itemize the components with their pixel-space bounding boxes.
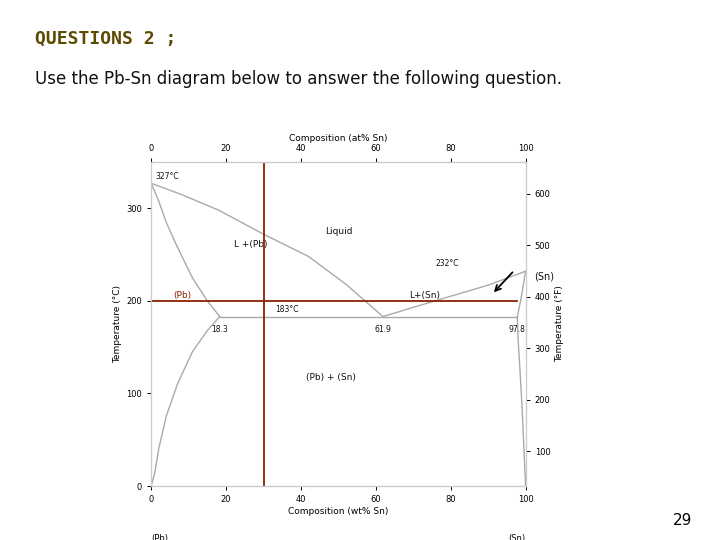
Text: (Sn): (Sn): [508, 534, 526, 540]
Text: Liquid: Liquid: [325, 227, 352, 236]
X-axis label: Composition (at% Sn): Composition (at% Sn): [289, 134, 387, 143]
Y-axis label: Temperature (°C): Temperature (°C): [113, 285, 122, 363]
Text: (Pb): (Pb): [151, 534, 168, 540]
Text: 183°C: 183°C: [275, 305, 298, 314]
Text: L+(Sn): L+(Sn): [410, 291, 441, 300]
Text: (Sn): (Sn): [534, 272, 554, 282]
Text: 327°C: 327°C: [155, 172, 179, 180]
Text: 97.8: 97.8: [509, 325, 526, 334]
Text: L +(Pb): L +(Pb): [233, 240, 267, 249]
Text: 232°C: 232°C: [436, 259, 459, 267]
Text: (Pb): (Pb): [174, 291, 192, 300]
Text: Use the Pb-Sn diagram below to answer the following question.: Use the Pb-Sn diagram below to answer th…: [35, 70, 562, 88]
Text: (Pb) + (Sn): (Pb) + (Sn): [306, 373, 356, 382]
Text: 61.9: 61.9: [374, 325, 392, 334]
Text: QUESTIONS 2 ;: QUESTIONS 2 ;: [35, 30, 176, 48]
Text: 29: 29: [673, 513, 693, 528]
Text: 18.3: 18.3: [212, 325, 228, 334]
X-axis label: Composition (wt% Sn): Composition (wt% Sn): [288, 507, 389, 516]
Y-axis label: Temperature (°F): Temperature (°F): [554, 286, 564, 362]
